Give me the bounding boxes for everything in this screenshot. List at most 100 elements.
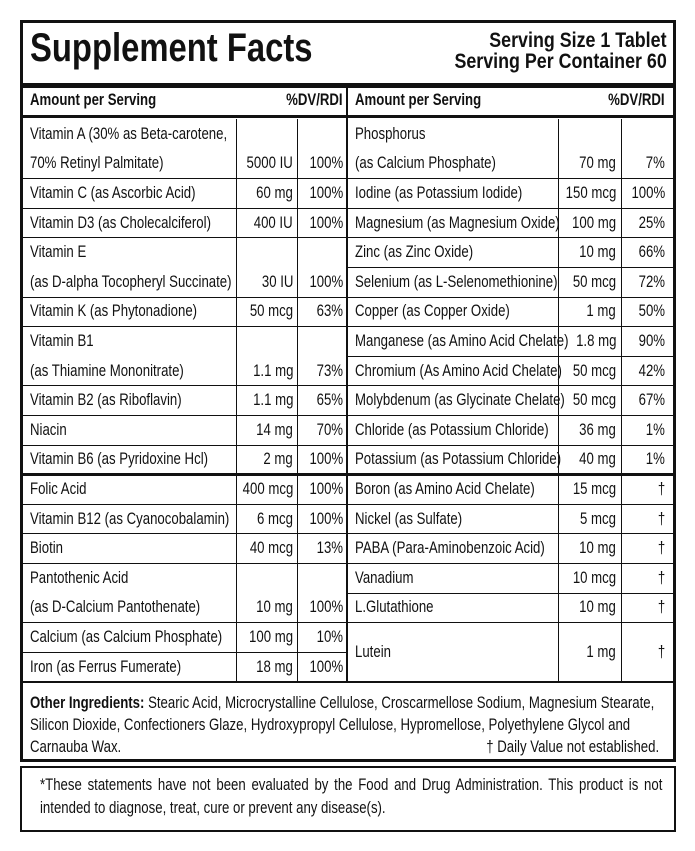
nutrient-name: Vitamin B1 <box>30 332 94 350</box>
daily-value: 72% <box>638 272 665 291</box>
nutrient-name: Phosphorus <box>355 124 426 143</box>
other-ingredients-text: Stearic Acid, Microcrystalline Cellulose… <box>30 694 655 756</box>
daily-value: † <box>657 480 665 498</box>
amount: 400 mcg <box>242 480 293 498</box>
amount: 40 mcg <box>249 539 293 558</box>
amount: 1.1 mg <box>252 391 293 410</box>
nutrient-name: Vitamin A (30% as Beta-carotene, <box>30 124 228 143</box>
amount: 70 mg <box>579 154 616 173</box>
nutrient-name: L.Glutathione <box>355 598 434 617</box>
amount: 36 mg <box>579 420 616 439</box>
amount: 50 mcg <box>572 361 616 380</box>
amount: 40 mg <box>579 450 616 469</box>
column-rule <box>621 119 622 682</box>
other-ingredients: Other Ingredients: Stearic Acid, Microcr… <box>30 692 658 758</box>
daily-value: 100% <box>309 213 343 232</box>
row-rule <box>347 444 674 446</box>
daily-value: 100% <box>309 272 343 291</box>
row-rule <box>347 533 674 535</box>
row-rule <box>22 444 347 446</box>
nutrient-name: (as D-alpha Tocopheryl Succinate) <box>30 272 232 291</box>
nutrient-name: Vitamin D3 (as Cholecalciferol) <box>30 213 211 232</box>
amount: 1.8 mg <box>575 332 616 350</box>
amount: 10 mg <box>579 598 616 617</box>
row-rule <box>22 237 347 239</box>
facts-box <box>20 20 676 762</box>
row-rule <box>22 296 347 298</box>
nutrient-name: Boron (as Amino Acid Chelate) <box>355 480 535 498</box>
nutrient-name: Niacin <box>30 420 67 439</box>
nutrient-name: Selenium (as L-Selenomethionine) <box>355 272 558 291</box>
daily-value: 25% <box>638 213 665 232</box>
row-rule <box>22 474 347 476</box>
row-rule <box>22 326 347 328</box>
daily-value: † <box>657 509 665 528</box>
column-rule <box>236 119 237 682</box>
row-rule <box>22 651 347 653</box>
row-rule <box>347 503 674 505</box>
row-rule <box>347 207 674 209</box>
amount: 10 mg <box>579 539 616 558</box>
row-rule <box>347 355 674 357</box>
daily-value: † <box>657 598 665 617</box>
table-bottom-rule <box>22 681 674 683</box>
row-rule <box>347 385 674 387</box>
row-rule <box>22 503 347 505</box>
daily-value: 50% <box>638 302 665 321</box>
header-rule <box>22 115 674 118</box>
title: Supplement Facts <box>30 26 313 70</box>
row-rule <box>347 267 674 268</box>
row-rule <box>347 415 674 416</box>
thick-rule <box>22 83 674 88</box>
nutrient-name: Manganese (as Amino Acid Chelate) <box>355 332 569 350</box>
nutrient-name: Chloride (as Potassium Chloride) <box>355 420 549 439</box>
nutrient-name: Vitamin K (as Phytonadione) <box>30 302 198 321</box>
row-rule <box>347 592 674 594</box>
amount: 100 mg <box>571 213 616 232</box>
daily-value: 73% <box>316 361 343 380</box>
daily-value: † <box>657 642 665 661</box>
row-rule <box>22 178 347 180</box>
daily-value: 13% <box>316 539 343 558</box>
amount: 10 mg <box>256 598 293 617</box>
disclaimer-box <box>20 766 676 832</box>
row-rule <box>22 415 347 416</box>
daily-value: 63% <box>316 302 343 321</box>
nutrient-name: Vitamin B2 (as Riboflavin) <box>30 391 182 410</box>
row-rule <box>347 178 674 180</box>
amount: 1.1 mg <box>252 361 293 380</box>
column-rule <box>558 119 559 682</box>
column-rule <box>297 119 298 682</box>
daily-value: 1% <box>645 420 665 439</box>
nutrient-name: Calcium (as Calcium Phosphate) <box>30 628 223 646</box>
amount: 400 IU <box>254 213 293 232</box>
row-rule <box>22 533 347 535</box>
amount: 5 mcg <box>580 509 616 528</box>
disclaimer: *These statements have not been evaluate… <box>40 776 663 817</box>
servings-per-container: Serving Per Container 60 <box>454 50 667 73</box>
daily-value: 100% <box>309 480 343 498</box>
nutrient-name: Biotin <box>30 539 64 558</box>
daily-value: 90% <box>638 332 665 350</box>
daily-value: † <box>657 539 665 558</box>
row-rule <box>22 563 347 564</box>
other-ingredients-label: Other Ingredients: <box>30 694 145 712</box>
nutrient-name: Vitamin B12 (as Cyanocobalamin) <box>30 509 230 528</box>
amount: 6 mcg <box>257 509 293 528</box>
amount: 50 mcg <box>572 272 616 291</box>
amount: 50 mcg <box>572 391 616 410</box>
amount: 60 mg <box>256 184 293 202</box>
amount: 15 mcg <box>572 480 616 498</box>
row-rule <box>347 237 674 239</box>
nutrient-name: Zinc (as Zinc Oxide) <box>355 243 474 262</box>
nutrient-name: Nickel (as Sulfate) <box>355 509 463 528</box>
daily-value: 7% <box>645 154 665 173</box>
daily-value: 100% <box>309 657 343 676</box>
nutrient-name: Molybdenum (as Glycinate Chelate) <box>355 391 565 410</box>
row-rule <box>347 563 674 564</box>
nutrient-name: Lutein <box>355 642 391 661</box>
nutrient-name: Magnesium (as Magnesium Oxide) <box>355 213 560 232</box>
row-rule <box>347 474 674 476</box>
row-rule <box>22 207 347 209</box>
